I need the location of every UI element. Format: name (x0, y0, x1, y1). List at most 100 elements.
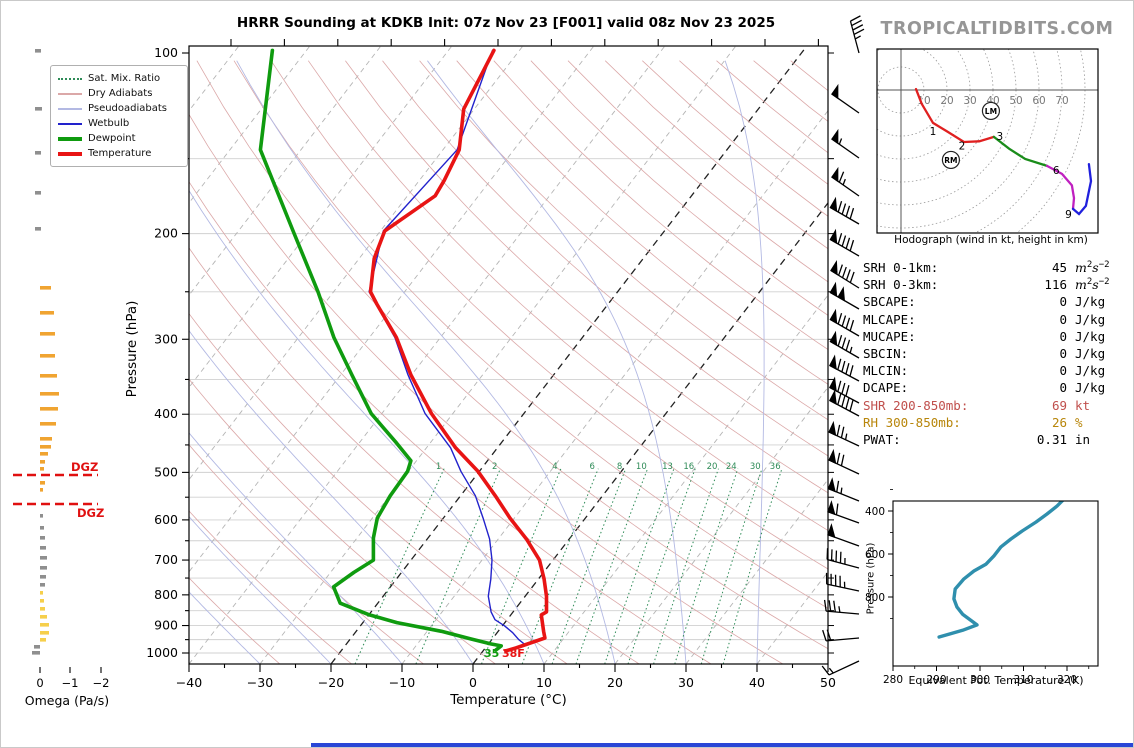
svg-text:1: 1 (930, 126, 937, 138)
stat-row: MLCIN: 0 J/kg (863, 363, 1129, 380)
stat-value: 0 (1059, 380, 1067, 396)
svg-text:300: 300 (970, 674, 990, 686)
legend-item-label: Dry Adiabats (88, 88, 153, 99)
svg-text:30: 30 (678, 675, 694, 690)
stat-row: SBCAPE: 0 J/kg (863, 294, 1129, 311)
legend-item-label: Wetbulb (88, 118, 130, 129)
hodograph-caption: Hodograph (wind in kt, height in km) (894, 234, 1088, 246)
stat-unit: m2s−2 (1075, 277, 1110, 293)
legend-line-sample (58, 151, 82, 156)
svg-text:30: 30 (750, 462, 761, 472)
legend-item: Pseudoadiabats (58, 101, 180, 116)
svg-text:36: 36 (770, 462, 781, 472)
svg-text:50: 50 (820, 675, 836, 690)
svg-text:60: 60 (1032, 95, 1045, 107)
svg-text:10: 10 (536, 675, 552, 690)
stat-label: SRH 0-1km: (863, 260, 939, 276)
stat-row: PWAT: 0.31 in (863, 432, 1129, 449)
stat-value: 0 (1059, 345, 1067, 361)
svg-text:320: 320 (1057, 674, 1077, 686)
stat-unit: J/kg (1075, 311, 1106, 327)
legend-line-sample (58, 92, 82, 95)
stat-label: DCAPE: (863, 380, 909, 396)
skewt-legend: Sat. Mix. Ratio Dry Adiabats Pseudoadiabat… (50, 65, 188, 167)
svg-text:30: 30 (963, 95, 976, 107)
svg-text:8: 8 (617, 462, 622, 472)
dgz-label-upper: DGZ (71, 460, 99, 474)
stat-unit: J/kg (1075, 328, 1106, 344)
legend-item-label: Dewpoint (88, 133, 136, 144)
theta-e-axis-label: Equivalent Pot. Temperature (K) (908, 674, 1084, 687)
stat-value: 0 (1059, 328, 1067, 344)
stat-row: MUCAPE: 0 J/kg (863, 329, 1129, 346)
stat-unit: % (1075, 414, 1083, 430)
stat-label: PWAT: (863, 431, 901, 447)
svg-text:16: 16 (683, 462, 694, 472)
footer-accent-bar (311, 743, 1133, 747)
stat-label: SRH 0-3km: (863, 277, 939, 293)
svg-text:40: 40 (749, 675, 765, 690)
legend-item: Sat. Mix. Ratio (58, 71, 180, 86)
svg-text:−2: −2 (93, 676, 110, 690)
stat-row: SRH 0-1km: 45 m2s−2 (863, 260, 1129, 277)
legend-item: Dewpoint (58, 131, 180, 146)
theta-e-pressure-label: Pressure (hPa) (865, 542, 877, 615)
stat-row: RH 300-850mb: 26% (863, 415, 1129, 432)
svg-text:9: 9 (1065, 209, 1072, 221)
svg-text:400: 400 (865, 506, 885, 518)
svg-text:500: 500 (154, 464, 178, 479)
stat-value: 26 (1051, 414, 1067, 430)
legend-item-label: Pseudoadiabats (88, 103, 168, 114)
svg-text:20: 20 (607, 675, 623, 690)
dgz-label-lower: DGZ (77, 506, 105, 520)
stat-unit: kt (1075, 397, 1091, 413)
stat-unit: m2s−2 (1075, 260, 1110, 276)
stat-label: RH 300-850mb: (863, 414, 961, 430)
legend-item-label: Temperature (88, 148, 152, 159)
page-title: HRRR Sounding at KDKB Init: 07z Nov 23 [… (236, 15, 776, 31)
svg-text:−1: −1 (62, 676, 79, 690)
svg-text:6: 6 (1053, 165, 1060, 177)
svg-text:290: 290 (926, 674, 946, 686)
svg-text:LM: LM (985, 107, 997, 116)
stat-label: SBCIN: (863, 345, 909, 361)
svg-text:1000: 1000 (146, 645, 178, 660)
stat-value: 69 (1051, 397, 1067, 413)
svg-text:600: 600 (865, 549, 885, 561)
stat-value: 0 (1059, 294, 1067, 310)
svg-text:6: 6 (589, 462, 594, 472)
stat-row: MLCAPE: 0 J/kg (863, 312, 1129, 329)
stat-label: MUCAPE: (863, 328, 916, 344)
svg-text:70: 70 (1055, 95, 1068, 107)
svg-text:24: 24 (726, 462, 737, 472)
stats-panel: SRH 0-1km: 45 m2s−2 SRH 0-3km: 116 m2s−2 SBCAP… (863, 260, 1129, 449)
stat-value: 0 (1059, 363, 1067, 379)
stat-label: MLCAPE: (863, 311, 916, 327)
theta-e-plot: 280 290 300 310 320 400 600 800 (865, 489, 1099, 686)
svg-text:280: 280 (883, 674, 903, 686)
legend-line-sample (58, 77, 82, 80)
site-logo: TROPICALTIDBITS.COM (880, 19, 1114, 39)
stat-row: DCAPE: 0 J/kg (863, 380, 1129, 397)
svg-text:20: 20 (707, 462, 718, 472)
stat-value: 0 (1059, 311, 1067, 327)
surface-dewpoint-label: 35 (484, 647, 500, 660)
stat-label: SHR 200-850mb: (863, 397, 969, 413)
stat-row: SHR 200-850mb: 69 kt (863, 398, 1129, 415)
svg-text:310: 310 (1013, 674, 1033, 686)
pressure-axis-label: Pressure (hPa) (124, 300, 140, 398)
temperature-axis-label: Temperature (°C) (450, 692, 567, 708)
svg-text:600: 600 (154, 512, 178, 527)
legend-item: Temperature (58, 146, 180, 161)
stat-unit: in (1075, 431, 1091, 447)
svg-text:800: 800 (865, 592, 885, 604)
svg-text:700: 700 (154, 552, 178, 567)
legend-item-label: Sat. Mix. Ratio (88, 73, 161, 84)
svg-text:800: 800 (154, 587, 178, 602)
stat-row: SRH 0-3km: 116 m2s−2 (863, 277, 1129, 294)
svg-text:20: 20 (940, 95, 953, 107)
omega-axis-label: Omega (Pa/s) (24, 693, 110, 708)
legend-line-sample (58, 107, 82, 110)
